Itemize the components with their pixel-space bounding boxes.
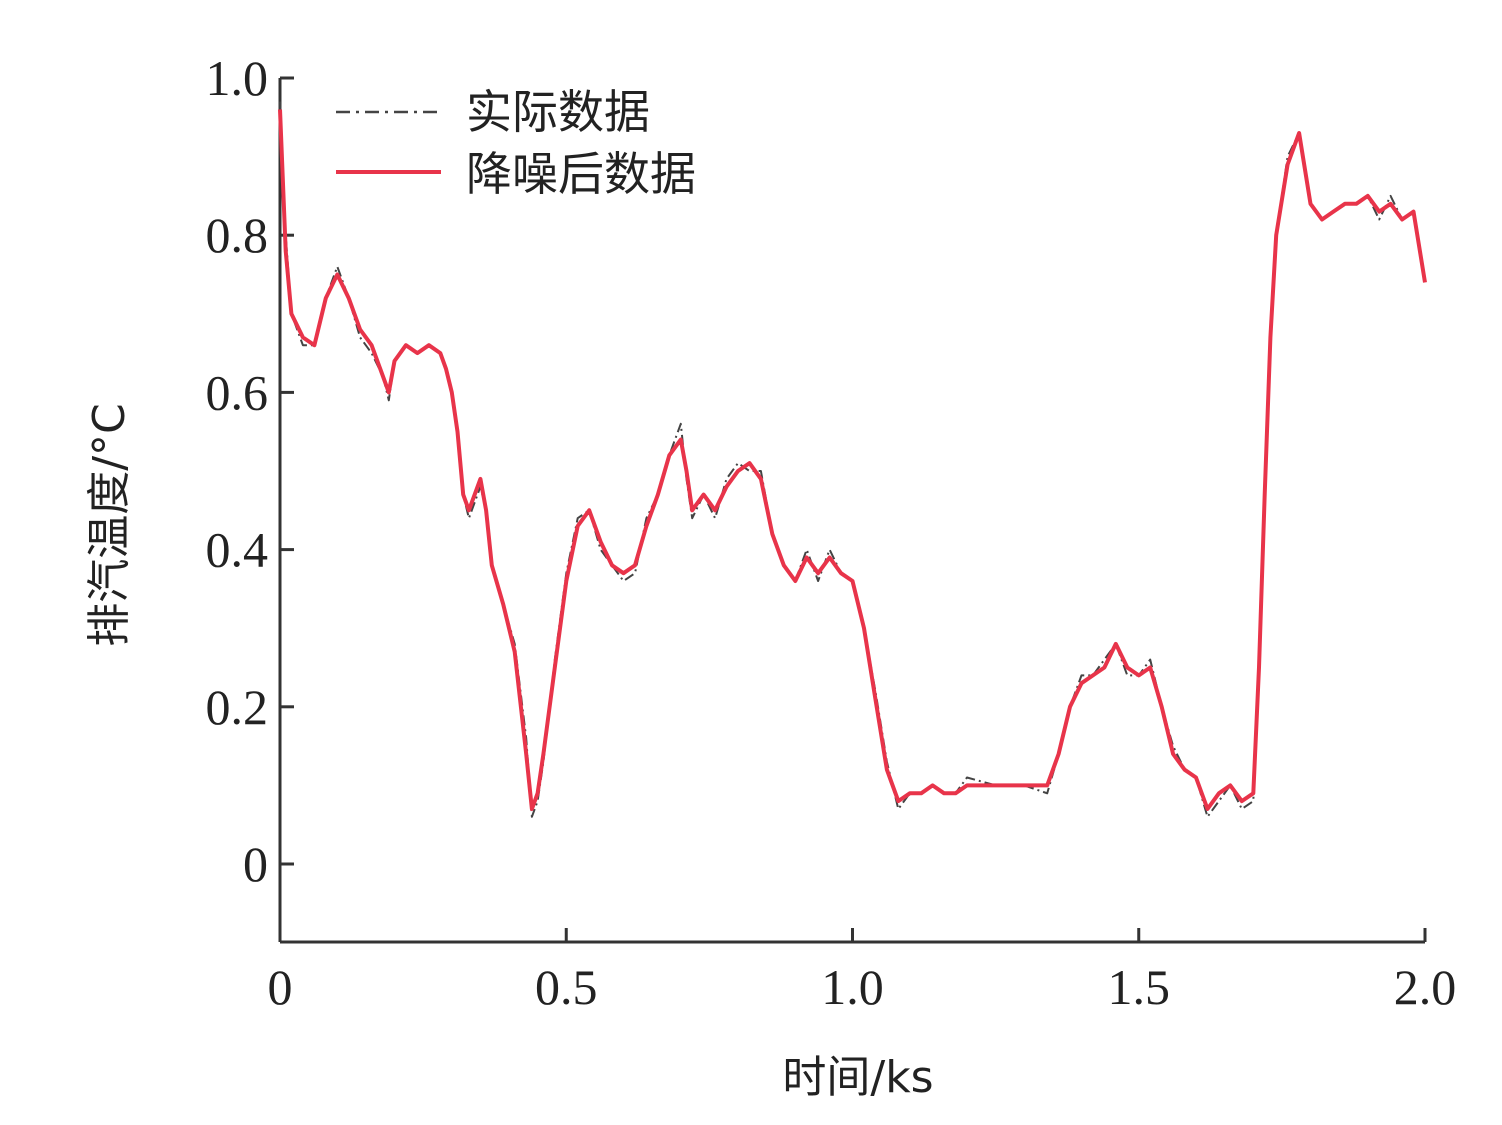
x-tick-label: 1.5 (1108, 959, 1171, 1015)
legend-label-raw: 实际数据 (466, 85, 650, 139)
y-tick-label: 0.6 (206, 364, 269, 420)
x-axis-title: 时间/ks (782, 1052, 933, 1103)
x-tick-label: 0 (268, 959, 293, 1015)
y-tick-label: 1.0 (206, 50, 269, 106)
y-tick-label: 0 (243, 836, 268, 892)
y-axis-title: 排汽温度/°C (84, 403, 135, 647)
series-line-raw (279, 101, 1426, 818)
ticks: 0 0.5 1.0 1.5 2.0 0 0.2 0.4 0.6 0.8 1.0 (206, 50, 1457, 1015)
x-tick-label: 2.0 (1394, 959, 1457, 1015)
series-line-filtered (278, 109, 1427, 811)
legend: 实际数据 降噪后数据 (336, 85, 696, 201)
axes (278, 78, 1425, 944)
series (278, 101, 1427, 818)
x-tick-label: 0.5 (535, 959, 598, 1015)
y-tick-label: 0.2 (206, 679, 269, 735)
y-tick-label: 0.4 (206, 522, 269, 578)
legend-label-filtered: 降噪后数据 (466, 147, 696, 201)
y-tick-label: 0.8 (206, 207, 269, 263)
x-tick-label: 1.0 (821, 959, 884, 1015)
